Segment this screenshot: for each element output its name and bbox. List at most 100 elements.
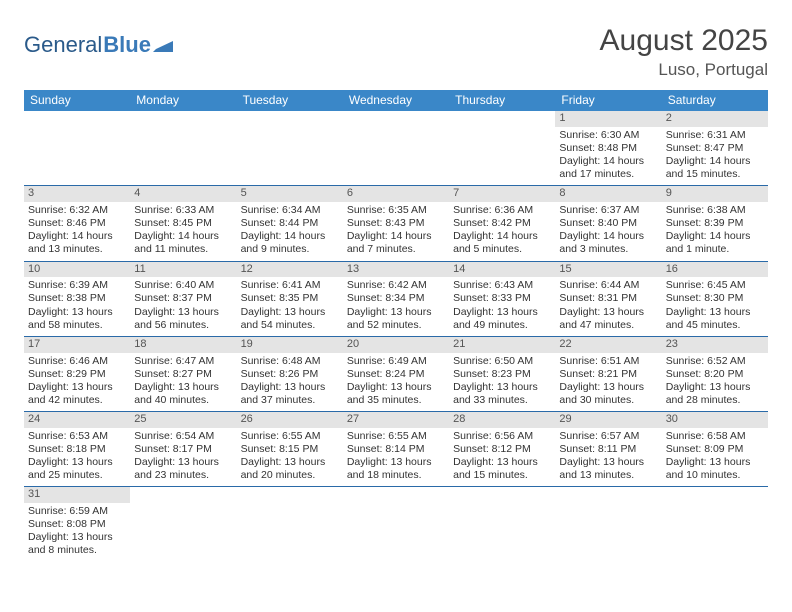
day-cell: 29Sunrise: 6:57 AMSunset: 8:11 PMDayligh… (555, 412, 661, 486)
sunset-text: Sunset: 8:42 PM (453, 217, 551, 230)
daylight-text: Daylight: 13 hours and 49 minutes. (453, 306, 551, 332)
day-cell: 15Sunrise: 6:44 AMSunset: 8:31 PMDayligh… (555, 262, 661, 336)
day-cell (130, 487, 236, 561)
sunset-text: Sunset: 8:39 PM (666, 217, 764, 230)
sunset-text: Sunset: 8:30 PM (666, 292, 764, 305)
day-number: 22 (555, 337, 661, 353)
sunrise-text: Sunrise: 6:46 AM (28, 355, 126, 368)
sunrise-text: Sunrise: 6:37 AM (559, 204, 657, 217)
day-header: Saturday (662, 90, 768, 111)
sunset-text: Sunset: 8:09 PM (666, 443, 764, 456)
sunset-text: Sunset: 8:14 PM (347, 443, 445, 456)
day-number: 27 (343, 412, 449, 428)
day-cell: 28Sunrise: 6:56 AMSunset: 8:12 PMDayligh… (449, 412, 555, 486)
daylight-text: Daylight: 14 hours and 11 minutes. (134, 230, 232, 256)
day-number: 15 (555, 262, 661, 278)
daylight-text: Daylight: 13 hours and 45 minutes. (666, 306, 764, 332)
day-cell (449, 487, 555, 561)
day-cell (237, 111, 343, 185)
sunrise-text: Sunrise: 6:48 AM (241, 355, 339, 368)
sunset-text: Sunset: 8:17 PM (134, 443, 232, 456)
day-number: 10 (24, 262, 130, 278)
day-cell: 4Sunrise: 6:33 AMSunset: 8:45 PMDaylight… (130, 186, 236, 260)
daylight-text: Daylight: 14 hours and 3 minutes. (559, 230, 657, 256)
day-number: 17 (24, 337, 130, 353)
day-cell: 30Sunrise: 6:58 AMSunset: 8:09 PMDayligh… (662, 412, 768, 486)
day-number: 4 (130, 186, 236, 202)
sunset-text: Sunset: 8:34 PM (347, 292, 445, 305)
day-cell: 14Sunrise: 6:43 AMSunset: 8:33 PMDayligh… (449, 262, 555, 336)
sunset-text: Sunset: 8:26 PM (241, 368, 339, 381)
sunset-text: Sunset: 8:23 PM (453, 368, 551, 381)
day-cell (555, 487, 661, 561)
sunset-text: Sunset: 8:12 PM (453, 443, 551, 456)
sunrise-text: Sunrise: 6:32 AM (28, 204, 126, 217)
sunrise-text: Sunrise: 6:58 AM (666, 430, 764, 443)
day-cell: 24Sunrise: 6:53 AMSunset: 8:18 PMDayligh… (24, 412, 130, 486)
daylight-text: Daylight: 14 hours and 7 minutes. (347, 230, 445, 256)
day-number: 16 (662, 262, 768, 278)
sunrise-text: Sunrise: 6:45 AM (666, 279, 764, 292)
day-cell: 13Sunrise: 6:42 AMSunset: 8:34 PMDayligh… (343, 262, 449, 336)
day-cell: 19Sunrise: 6:48 AMSunset: 8:26 PMDayligh… (237, 337, 343, 411)
week-row: 1 Sunrise: 6:30 AMSunset: 8:48 PMDaylight… (24, 111, 768, 186)
day-number: 2 (662, 111, 768, 127)
day-number: 12 (237, 262, 343, 278)
sunrise-text: Sunrise: 6:34 AM (241, 204, 339, 217)
day-cell: 21Sunrise: 6:50 AMSunset: 8:23 PMDayligh… (449, 337, 555, 411)
daylight-text: Daylight: 14 hours and 5 minutes. (453, 230, 551, 256)
daylight-text: Daylight: 13 hours and 8 minutes. (28, 531, 126, 557)
day-header: Wednesday (343, 90, 449, 111)
day-cell: 23Sunrise: 6:52 AMSunset: 8:20 PMDayligh… (662, 337, 768, 411)
location-label: Luso, Portugal (600, 60, 768, 80)
day-header: Tuesday (237, 90, 343, 111)
sunrise-text: Sunrise: 6:59 AM (28, 505, 126, 518)
daylight-text: Daylight: 13 hours and 35 minutes. (347, 381, 445, 407)
daylight-text: Daylight: 13 hours and 54 minutes. (241, 306, 339, 332)
day-number: 30 (662, 412, 768, 428)
sunset-text: Sunset: 8:18 PM (28, 443, 126, 456)
brand-logo: GeneralBlue (24, 24, 173, 58)
daylight-text: Daylight: 13 hours and 30 minutes. (559, 381, 657, 407)
sunrise-text: Sunrise: 6:35 AM (347, 204, 445, 217)
day-number: 25 (130, 412, 236, 428)
brand-part2: Blue (103, 32, 151, 58)
day-number: 1 (555, 111, 661, 127)
day-cell: 20Sunrise: 6:49 AMSunset: 8:24 PMDayligh… (343, 337, 449, 411)
sunrise-text: Sunrise: 6:44 AM (559, 279, 657, 292)
sunrise-text: Sunrise: 6:40 AM (134, 279, 232, 292)
sunset-text: Sunset: 8:48 PM (559, 142, 657, 155)
day-header: Sunday (24, 90, 130, 111)
sunrise-text: Sunrise: 6:55 AM (241, 430, 339, 443)
day-cell: 7Sunrise: 6:36 AMSunset: 8:42 PMDaylight… (449, 186, 555, 260)
sunrise-text: Sunrise: 6:55 AM (347, 430, 445, 443)
day-cell: 16Sunrise: 6:45 AMSunset: 8:30 PMDayligh… (662, 262, 768, 336)
daylight-text: Daylight: 13 hours and 56 minutes. (134, 306, 232, 332)
sunrise-text: Sunrise: 6:50 AM (453, 355, 551, 368)
header: GeneralBlue August 2025 Luso, Portugal (24, 24, 768, 80)
sunrise-text: Sunrise: 6:54 AM (134, 430, 232, 443)
day-cell: 1 Sunrise: 6:30 AMSunset: 8:48 PMDaylight… (555, 111, 661, 185)
sunrise-text: Sunrise: 6:30 AM (559, 129, 657, 142)
daylight-text: Daylight: 14 hours and 17 minutes. (559, 155, 657, 181)
day-cell: 6Sunrise: 6:35 AMSunset: 8:43 PMDaylight… (343, 186, 449, 260)
daylight-text: Daylight: 13 hours and 33 minutes. (453, 381, 551, 407)
sunset-text: Sunset: 8:24 PM (347, 368, 445, 381)
brand-part1: General (24, 32, 102, 58)
sunrise-text: Sunrise: 6:49 AM (347, 355, 445, 368)
sunset-text: Sunset: 8:11 PM (559, 443, 657, 456)
day-cell: 31Sunrise: 6:59 AMSunset: 8:08 PMDayligh… (24, 487, 130, 561)
day-cell: 27Sunrise: 6:55 AMSunset: 8:14 PMDayligh… (343, 412, 449, 486)
day-number: 31 (24, 487, 130, 503)
sunset-text: Sunset: 8:44 PM (241, 217, 339, 230)
sunrise-text: Sunrise: 6:57 AM (559, 430, 657, 443)
day-number: 29 (555, 412, 661, 428)
calendar-header-row: SundayMondayTuesdayWednesdayThursdayFrid… (24, 90, 768, 111)
sunrise-text: Sunrise: 6:36 AM (453, 204, 551, 217)
sunrise-text: Sunrise: 6:31 AM (666, 129, 764, 142)
day-header: Friday (555, 90, 661, 111)
sunset-text: Sunset: 8:31 PM (559, 292, 657, 305)
sunrise-text: Sunrise: 6:56 AM (453, 430, 551, 443)
day-number: 3 (24, 186, 130, 202)
day-cell: 25Sunrise: 6:54 AMSunset: 8:17 PMDayligh… (130, 412, 236, 486)
